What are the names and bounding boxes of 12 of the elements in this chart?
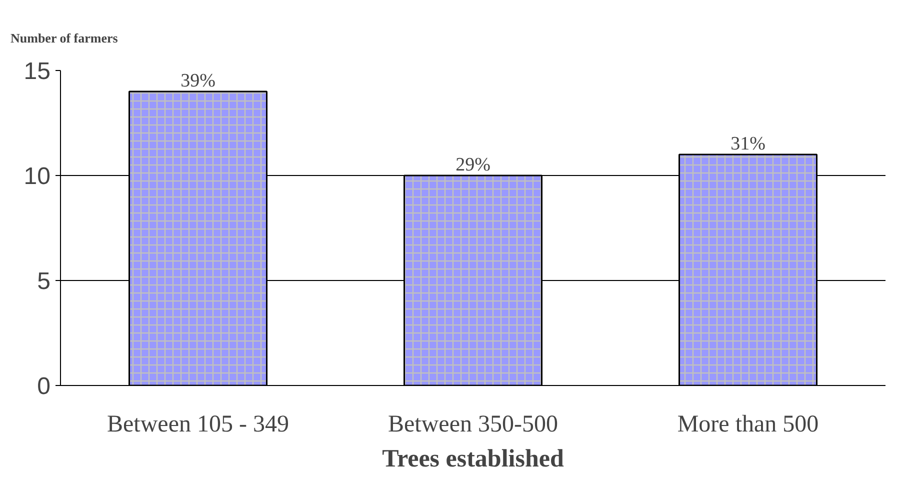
- y-tick-label: 0: [37, 373, 51, 400]
- annotation: 39%: [180, 70, 216, 92]
- annotation: 31%: [730, 134, 766, 154]
- y-tick-label: 10: [24, 163, 51, 190]
- chart-title: Number of farmers: [10, 30, 118, 46]
- x-tick-label: More than 500: [677, 412, 819, 438]
- x-tick-label: Between 105 - 349: [107, 412, 289, 438]
- y-tick-label: 15: [24, 58, 51, 85]
- y-tick-label: 5: [37, 268, 51, 295]
- x-tick-label: Between 350-500: [388, 412, 558, 438]
- annotation: 29%: [456, 154, 491, 176]
- x-axis-title: Trees established: [382, 446, 564, 472]
